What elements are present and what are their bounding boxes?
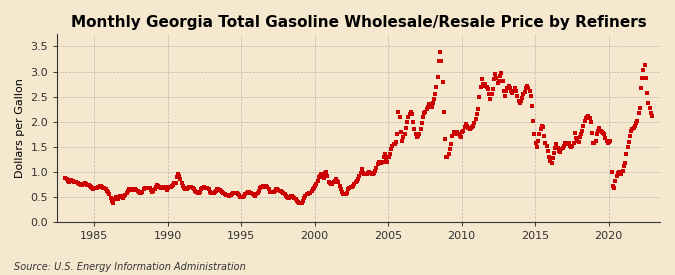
- Y-axis label: Dollars per Gallon: Dollars per Gallon: [15, 78, 25, 178]
- Text: Source: U.S. Energy Information Administration: Source: U.S. Energy Information Administ…: [14, 262, 245, 272]
- Title: Monthly Georgia Total Gasoline Wholesale/Resale Price by Refiners: Monthly Georgia Total Gasoline Wholesale…: [71, 15, 647, 30]
